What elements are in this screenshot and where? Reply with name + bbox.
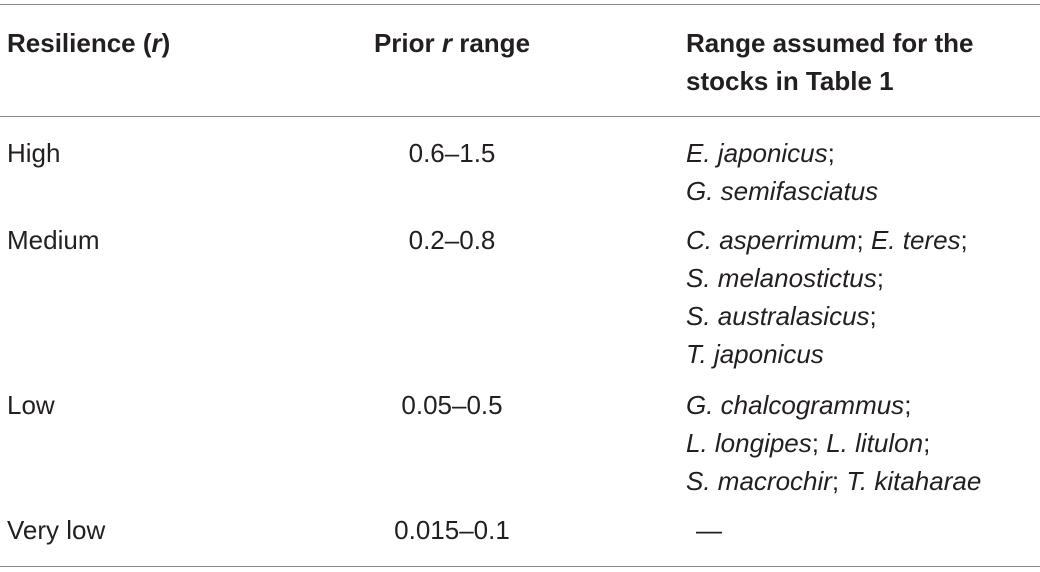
row-very-low-range: 0.015–0.1 — [394, 515, 510, 545]
species-line: L. longipes; L. litulon; — [686, 424, 981, 462]
species-name: E. teres — [870, 225, 961, 255]
header-prior-r-range: Prior r range — [373, 28, 531, 58]
species-name: S. macrochir — [686, 466, 832, 496]
table-header-rule — [0, 116, 1040, 117]
separator: ; — [876, 263, 884, 293]
species-name: L. longipes — [686, 428, 812, 458]
separator: ; — [869, 301, 877, 331]
separator: ; — [923, 428, 931, 458]
separator: — — [696, 515, 722, 545]
species-name: C. asperrimum — [686, 225, 857, 255]
row-medium-species: C. asperrimum; E. teres; S. melanostictus… — [686, 221, 968, 373]
species-name: L. litulon — [826, 428, 924, 458]
row-very-low-resilience: Very low — [7, 515, 106, 545]
species-line: S. macrochir; T. kitaharae — [686, 462, 981, 500]
species-line: E. japonicus; — [686, 134, 878, 172]
row-high-resilience: High — [7, 138, 61, 168]
row-low-species: G. chalcogrammus; L. longipes; L. litulon… — [686, 386, 981, 500]
species-line: G. semifasciatus — [686, 172, 878, 210]
species-line: S. australasicus; — [686, 297, 968, 335]
separator: ; — [960, 225, 968, 255]
species-name: S. australasicus — [686, 301, 870, 331]
row-low-range: 0.05–0.5 — [401, 390, 503, 420]
species-name: E. japonicus — [686, 138, 828, 168]
species-line: S. melanostictus; — [686, 259, 968, 297]
row-low-resilience: Low — [7, 390, 55, 420]
species-name: G. semifasciatus — [686, 176, 879, 206]
separator: ; — [904, 390, 912, 420]
separator: ; — [827, 138, 835, 168]
separator: ; — [831, 466, 847, 496]
row-medium-range: 0.2–0.8 — [408, 225, 496, 255]
species-line: C. asperrimum; E. teres; — [686, 221, 968, 259]
row-very-low-species: — — [686, 511, 722, 549]
species-line: T. japonicus — [686, 335, 968, 373]
header-range-assumed: Range assumed for the stocks in Table 1 — [686, 28, 974, 96]
separator: ; — [811, 428, 827, 458]
species-name: T. kitaharae — [846, 466, 982, 496]
header-resilience: Resilience (r) — [7, 28, 171, 58]
row-high-range: 0.6–1.5 — [408, 138, 496, 168]
row-high-species: E. japonicus; G. semifasciatus — [686, 134, 878, 210]
table-top-rule — [0, 4, 1040, 5]
species-name: T. japonicus — [686, 339, 824, 369]
separator: ; — [856, 225, 871, 255]
row-medium-resilience: Medium — [7, 225, 100, 255]
table-bottom-rule — [0, 566, 1040, 567]
species-name: G. chalcogrammus — [686, 390, 905, 420]
species-name: S. melanostictus — [686, 263, 877, 293]
species-line: G. chalcogrammus; — [686, 386, 981, 424]
species-line: — — [686, 511, 722, 549]
